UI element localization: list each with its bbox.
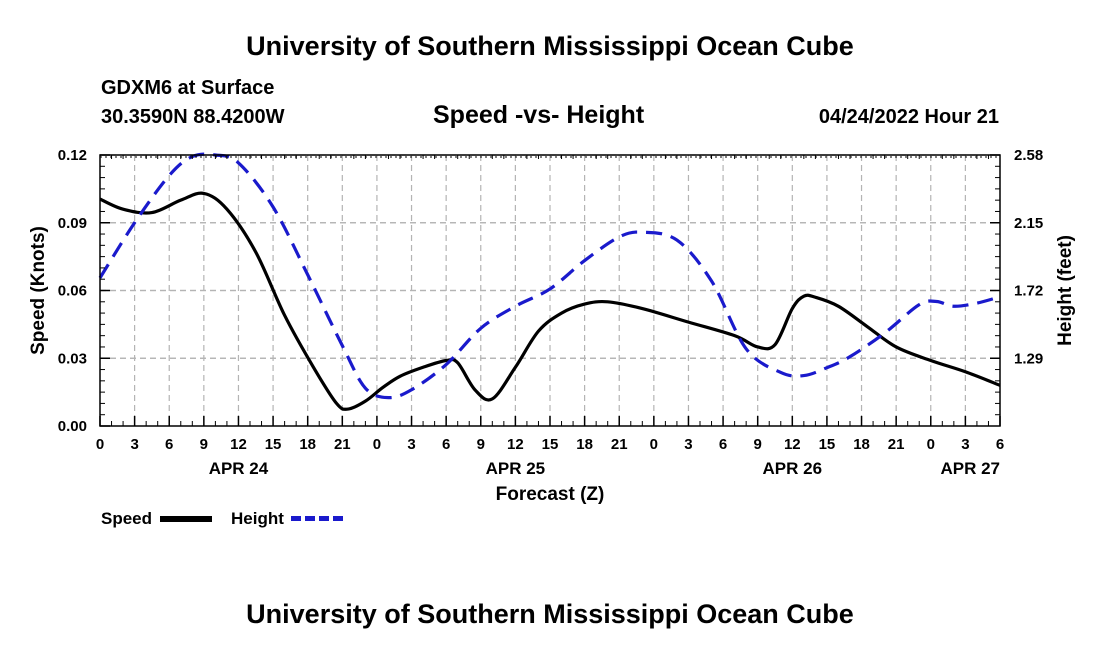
x-tick-label: 9 [754, 436, 762, 453]
series-line-height [98, 152, 1001, 400]
legend-speed-swatch [160, 516, 212, 522]
x-tick-label: 12 [784, 436, 801, 453]
x-tick-label: 6 [719, 436, 727, 453]
plot-title: Speed -vs- Height [433, 101, 645, 129]
x-tick-label: 3 [684, 436, 692, 453]
y-tick-label-left: 0.12 [58, 147, 87, 164]
x-tick-label: 6 [996, 436, 1004, 453]
y-tick-label-right: 2.15 [1014, 215, 1043, 232]
station-name: GDXM6 at Surface [101, 77, 275, 99]
speed-height-chart: 0 3 6 9 12 15 18 21 0 3 6 9 12 15 18 21 0 3 6 9 12 15 18 21 0 3 6 0… [28, 147, 1076, 505]
x-tick-label: 0 [927, 436, 935, 453]
footer-title: University of Southern Mississippi Ocean… [246, 599, 854, 629]
x-tick-label: 18 [576, 436, 593, 453]
legend-height-label: Height [231, 509, 284, 528]
series-line-speed [99, 191, 1001, 411]
x-tick-label: 3 [407, 436, 415, 453]
x-tick-label: 9 [200, 436, 208, 453]
x-tick-label: 21 [888, 436, 905, 453]
y-tick-label-right: 1.29 [1014, 350, 1043, 367]
series-layer [98, 152, 1001, 411]
legend-speed-label: Speed [101, 509, 153, 528]
x-tick-label: 12 [230, 436, 247, 453]
label-layer: 0 3 6 9 12 15 18 21 0 3 6 9 12 15 18 21 0 3 6 9 12 15 18 21 0 3 6 0… [28, 147, 1076, 505]
date-label: APR 26 [763, 459, 823, 478]
x-tick-label: 18 [299, 436, 316, 453]
date-label: APR 25 [486, 459, 546, 478]
x-tick-label: 21 [334, 436, 351, 453]
x-tick-label: 9 [477, 436, 485, 453]
y-tick-label-left: 0.00 [58, 418, 87, 435]
grid-layer [100, 154, 1000, 426]
x-tick-label: 3 [130, 436, 138, 453]
x-tick-label: 18 [853, 436, 870, 453]
y-axis-title-right: Height (feet) [1055, 235, 1076, 346]
y-tick-label-left: 0.03 [58, 350, 87, 367]
y-axis-title-left: Speed (Knots) [28, 226, 49, 355]
x-tick-label: 0 [96, 436, 104, 453]
y-tick-label-right: 2.58 [1014, 147, 1043, 164]
x-tick-label: 6 [165, 436, 173, 453]
x-axis-title: Forecast (Z) [496, 484, 605, 505]
x-tick-label: 12 [507, 436, 524, 453]
x-tick-label: 15 [542, 436, 559, 453]
x-tick-label: 15 [819, 436, 836, 453]
legend-height-swatch [291, 516, 343, 521]
x-tick-label: 6 [442, 436, 450, 453]
x-tick-label: 21 [611, 436, 628, 453]
x-tick-label: 0 [373, 436, 381, 453]
x-tick-label: 15 [265, 436, 282, 453]
date-label: APR 24 [209, 459, 269, 478]
station-coords: 30.3590N 88.4200W [101, 106, 285, 128]
y-tick-label-right: 1.72 [1014, 283, 1043, 300]
date-label: APR 27 [940, 459, 1000, 478]
forecast-datetime: 04/24/2022 Hour 21 [818, 106, 999, 128]
y-tick-label-left: 0.09 [58, 215, 87, 232]
x-tick-label: 3 [961, 436, 969, 453]
page-title: University of Southern Mississippi Ocean… [246, 31, 854, 61]
axis-layer [99, 154, 1001, 427]
y-tick-label-left: 0.06 [58, 283, 87, 300]
x-tick-label: 0 [650, 436, 658, 453]
